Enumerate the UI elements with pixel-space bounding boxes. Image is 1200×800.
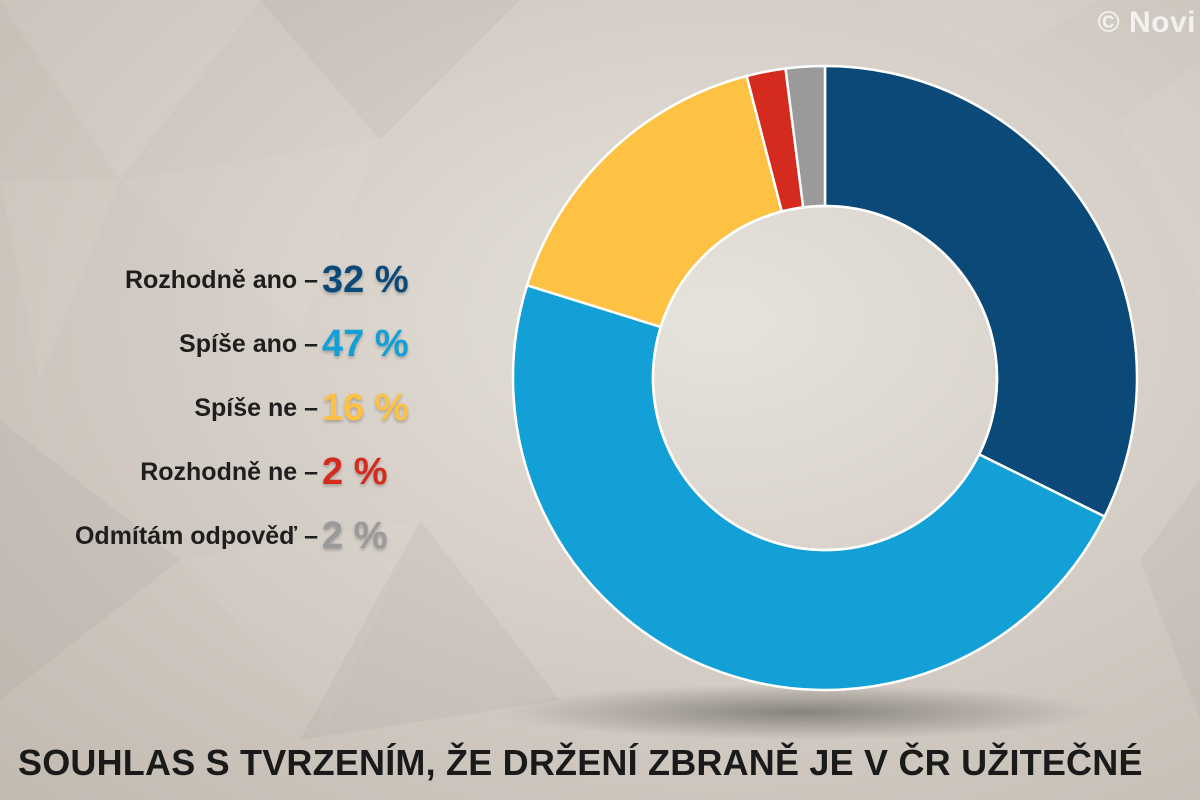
legend-value: 16 % [322,386,409,429]
legend-label: Spíše ne – [194,393,318,422]
chart-title: SOUHLAS S TVRZENÍM, ŽE DRŽENÍ ZBRANĚ JE … [18,742,1143,783]
donut-shadow [500,684,1100,740]
legend-label: Spíše ano – [179,329,318,358]
donut-slice-3 [525,74,784,329]
legend-item: Rozhodně ne –2 % [0,440,440,504]
legend-label: Odmítám odpověď – [74,521,318,550]
legend-label: Rozhodně ne – [140,457,318,486]
legend-value: 32 % [322,258,409,301]
legend-item: Spíše ne –16 % [0,376,440,440]
legend-value: 47 % [322,322,409,365]
donut-slices [511,64,1139,692]
legend-item: Odmítám odpověď –2 % [0,504,440,568]
watermark-logo: © Novi [1097,6,1196,39]
donut-hole [651,204,999,552]
legend-item: Spíše ano –47 % [0,312,440,376]
legend-label: Rozhodně ano – [124,265,318,294]
legend-value: 2 % [322,450,388,493]
legend-item: Rozhodně ano –32 % [0,248,440,312]
legend-value: 2 % [322,514,388,557]
